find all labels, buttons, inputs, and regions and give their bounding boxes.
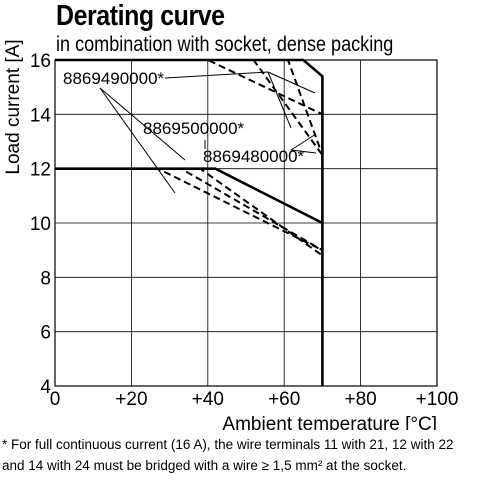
series-line-5: [55, 167, 323, 252]
y-tick-label: 16: [30, 51, 51, 72]
x-tick-label: +40: [192, 389, 224, 410]
annotation-leader-line: [267, 71, 292, 129]
annotation-8869500000: 8869500000*: [143, 119, 245, 138]
annotation-leader-line: [164, 71, 269, 79]
annotations: 8869490000* 8869500000* 8869480000*: [63, 69, 305, 166]
annotation-leader-line: [99, 87, 186, 161]
derating-chart: 8869490000* 8869500000* 8869480000* 0 +20…: [3, 39, 459, 430]
annotation-leaders: [99, 71, 317, 194]
chart-subtitle: in combination with socket, dense packin…: [56, 33, 394, 56]
y-tick-label: 12: [30, 160, 51, 181]
annotation-leader-line: [290, 149, 317, 154]
x-axis-label: Ambient temperature [°C]: [222, 414, 437, 430]
x-tick-label: +100: [416, 389, 459, 410]
grid: [54, 59, 438, 387]
y-tick-label: 4: [40, 377, 51, 398]
x-tick-label: 0: [50, 389, 61, 410]
y-tick-label: 14: [30, 105, 52, 126]
tick-labels: 0 +20 +40 +60 +80 +100 4 6 8 10 12 14 16: [30, 51, 459, 410]
chart-title: Derating curve: [56, 0, 225, 32]
y-tick-label: 10: [30, 214, 51, 235]
y-tick-label: 6: [40, 323, 51, 344]
annotation-leader-line: [267, 71, 316, 94]
x-tick-label: +60: [268, 389, 300, 410]
annotation-leader-line: [290, 133, 317, 151]
y-axis-label: Load current [A]: [3, 39, 24, 174]
annotation-leader-line: [99, 87, 176, 194]
series-line-4: [55, 167, 323, 252]
series-line-6: [55, 167, 323, 257]
footnote: * For full continuous current (16 A), th…: [2, 437, 454, 473]
annotation-8869490000: 8869490000*: [63, 69, 165, 88]
x-tick-label: +80: [344, 389, 376, 410]
annotation-8869480000: 8869480000*: [203, 147, 305, 166]
x-tick-label: +20: [115, 389, 147, 410]
series-line-8: [55, 59, 324, 156]
series-line-2: [55, 167, 323, 225]
y-tick-label: 8: [40, 268, 51, 289]
